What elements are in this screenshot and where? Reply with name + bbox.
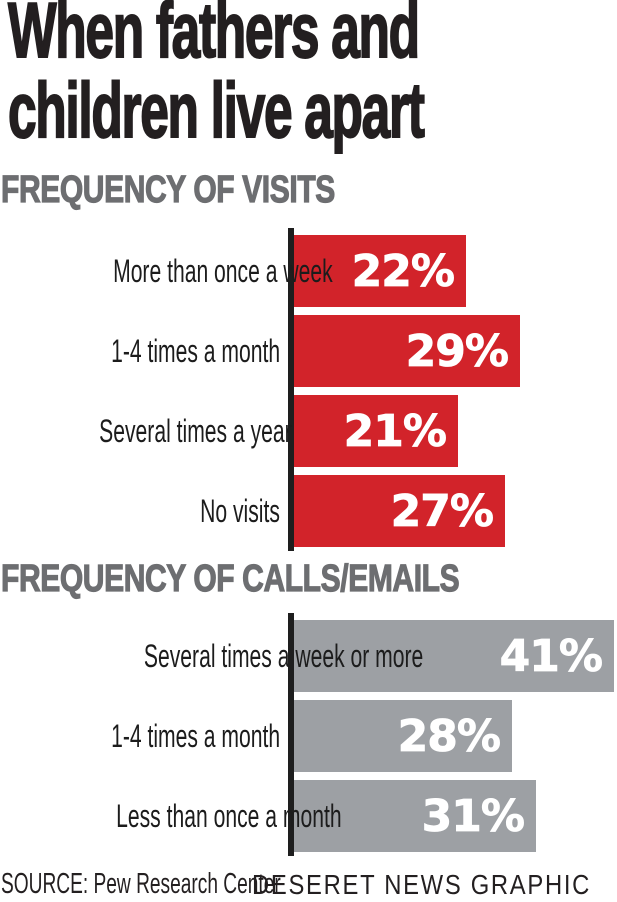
- chart-row: Less than once a month 31%: [0, 780, 617, 852]
- category-label: 1-4 times a month: [110, 332, 280, 369]
- chart-row: 1-4 times a month 28%: [0, 700, 617, 772]
- value-label: 31%: [421, 790, 525, 842]
- value-label: 27%: [390, 485, 494, 537]
- page-title: When fathers and children live apart: [7, 0, 617, 154]
- value-label: 29%: [405, 325, 509, 377]
- bar: 28%: [294, 700, 512, 772]
- bar: 31%: [294, 780, 536, 852]
- category-label: More than once a week: [113, 252, 333, 289]
- calls-bar-chart: Several times a week or more 41% 1-4 tim…: [0, 613, 617, 856]
- footer: SOURCE: Pew Research Center DESERET NEWS…: [0, 868, 617, 900]
- category-label: Several times a week or more: [143, 637, 424, 674]
- source-credit: SOURCE: Pew Research Center: [1, 868, 281, 900]
- category-label: Less than once a month: [116, 797, 342, 834]
- chart-row: Several times a year 21%: [0, 395, 617, 467]
- value-label: 21%: [343, 405, 447, 457]
- value-label: 41%: [499, 630, 603, 682]
- visits-bar-chart: More than once a week 22% 1-4 times a mo…: [0, 228, 617, 551]
- category-label: No visits: [200, 492, 280, 529]
- page-title-line-2: children live apart: [7, 66, 425, 154]
- chart-row: Several times a week or more 41%: [0, 620, 617, 692]
- calls-axis-line: [288, 613, 294, 856]
- bar: 27%: [294, 475, 505, 547]
- bar: 21%: [294, 395, 458, 467]
- category-label: Several times a year: [99, 412, 292, 449]
- value-label: 22%: [351, 245, 455, 297]
- category-label: 1-4 times a month: [110, 717, 280, 754]
- bar: 29%: [294, 315, 520, 387]
- visits-axis-line: [288, 228, 294, 551]
- bar: 22%: [294, 235, 466, 307]
- chart-row: More than once a week 22%: [0, 235, 617, 307]
- page-title-line-1: When fathers and: [7, 0, 420, 74]
- graphic-credit: DESERET NEWS GRAPHIC: [252, 869, 592, 900]
- chart-row: 1-4 times a month 29%: [0, 315, 617, 387]
- visits-section-title: FREQUENCY OF VISITS: [1, 168, 336, 211]
- value-label: 28%: [397, 710, 501, 762]
- chart-row: No visits 27%: [0, 475, 617, 547]
- bar: 41%: [294, 620, 614, 692]
- calls-section-title: FREQUENCY OF CALLS/EMAILS: [1, 557, 461, 600]
